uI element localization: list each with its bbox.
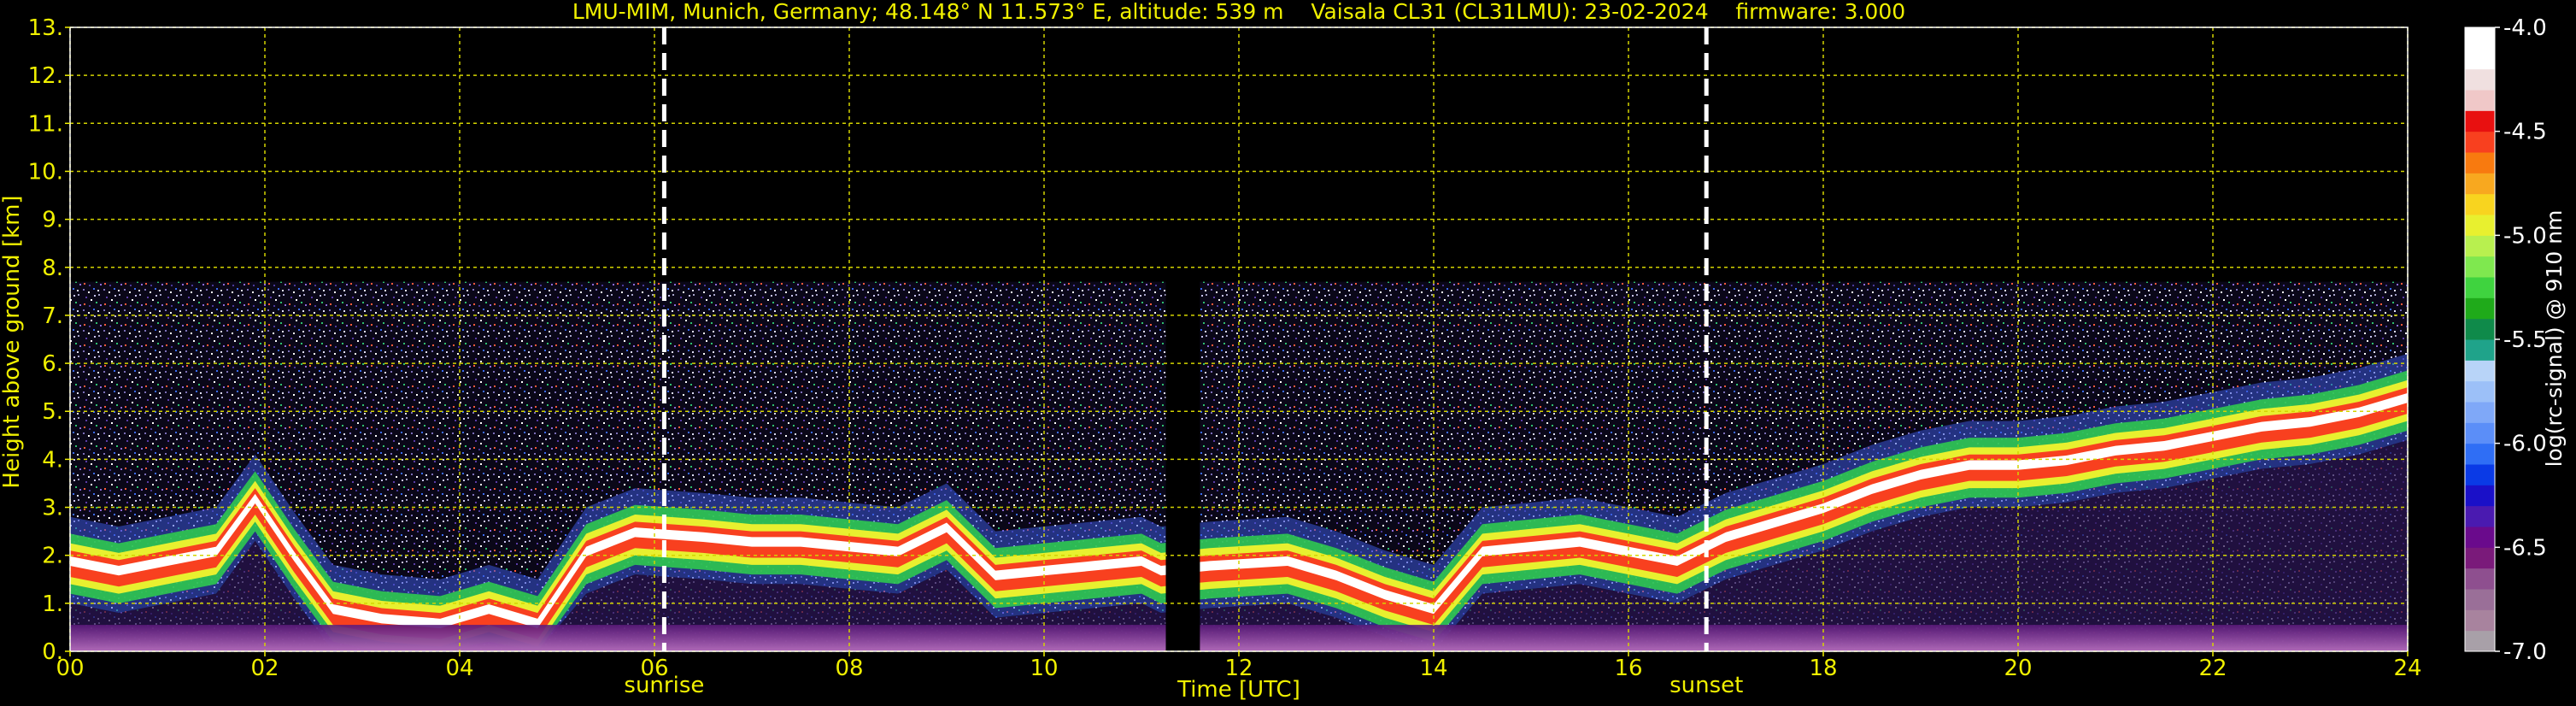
y-tick-label: 1. xyxy=(42,591,63,617)
x-axis-label: Time [UTC] xyxy=(1177,677,1300,703)
y-tick-label: 6. xyxy=(42,351,63,377)
colorbar-segment xyxy=(2465,68,2495,91)
axes: 00 02 04 06 08 10 12 14 16 18 20 22 24 0. 1. 2. 3. 4. 5. 6.… xyxy=(28,15,2422,681)
colorbar-segment xyxy=(2465,235,2495,257)
y-tick-label: 9. xyxy=(42,208,63,233)
x-tick-label: 00 xyxy=(56,656,84,681)
colorbar-segment xyxy=(2465,152,2495,174)
x-tick-label: 24 xyxy=(2393,656,2421,681)
x-tick-label: 20 xyxy=(2004,656,2032,681)
x-tick-label: 02 xyxy=(250,656,279,681)
colorbar-segment xyxy=(2465,27,2495,49)
x-tick-label: 12 xyxy=(1224,656,1253,681)
lower-boundary-layer xyxy=(70,439,2408,651)
x-tick-label: 10 xyxy=(1030,656,1058,681)
colorbar-segment xyxy=(2465,464,2495,485)
colorbar-segment xyxy=(2465,131,2495,153)
sunrise-label: sunrise xyxy=(624,673,704,698)
colorbar-segment xyxy=(2465,527,2495,548)
colorbar-segment xyxy=(2465,193,2495,215)
colorbar-segment xyxy=(2465,90,2495,111)
colorbar-tick-label: -4.0 xyxy=(2503,15,2547,41)
colorbar-segment xyxy=(2465,215,2495,236)
colorbar-tick-label: -6.5 xyxy=(2503,535,2547,561)
colorbar-segment xyxy=(2465,48,2495,70)
y-tick-label: 13. xyxy=(28,15,63,41)
colorbar-segment xyxy=(2465,630,2495,652)
colorbar-label: log(rc-signal) @ 910 nm xyxy=(2542,210,2567,468)
data-gap xyxy=(1165,27,1200,651)
x-tick-label: 04 xyxy=(445,656,473,681)
colorbar-tick-label: -6.0 xyxy=(2503,432,2547,457)
x-tick-label: 08 xyxy=(835,656,863,681)
y-tick-label: 7. xyxy=(42,303,63,329)
sun-markers: sunrise sunset xyxy=(624,27,1743,698)
colorbar-segment xyxy=(2465,297,2495,320)
y-tick-label: 2. xyxy=(42,544,63,569)
colorbar-segment xyxy=(2465,568,2495,590)
y-tick-label: 0. xyxy=(42,639,63,665)
sunset-label: sunset xyxy=(1669,673,1743,698)
colorbar-segment xyxy=(2465,360,2495,382)
y-tick-label: 3. xyxy=(42,496,63,521)
colorbar-tick-label: -4.5 xyxy=(2503,120,2547,145)
x-tick-label: 14 xyxy=(1419,656,1447,681)
colorbar-segment xyxy=(2465,589,2495,610)
colorbar-tick-label: -5.5 xyxy=(2503,327,2547,353)
colorbar-segment xyxy=(2465,256,2495,278)
colorbar-tick-label: -5.0 xyxy=(2503,223,2547,249)
colorbar-segment xyxy=(2465,318,2495,340)
y-axis-label: Height above ground [km] xyxy=(0,195,25,488)
colorbar-segment xyxy=(2465,277,2495,298)
y-tick-label: 11. xyxy=(28,111,63,137)
x-tick-label: 22 xyxy=(2198,656,2227,681)
chart-title: LMU-MIM, Munich, Germany; 48.148° N 11.5… xyxy=(572,0,1905,24)
y-tick-label: 4. xyxy=(42,447,63,473)
colorbar-segment xyxy=(2465,443,2495,465)
colorbar-segment xyxy=(2465,505,2495,527)
colorbar-segment xyxy=(2465,547,2495,569)
y-tick-label: 8. xyxy=(42,256,63,281)
colorbar-segment xyxy=(2465,173,2495,195)
colorbar-segment xyxy=(2465,485,2495,507)
colorbar: -4.0 -4.5 -5.0 -5.5 -6.0 -6.5 -7.0 xyxy=(2464,15,2547,665)
colorbar-tick-label: -7.0 xyxy=(2503,639,2547,665)
x-tick-label: 18 xyxy=(1809,656,1837,681)
colorbar-segment xyxy=(2465,339,2495,361)
colorbar-segment xyxy=(2465,609,2495,632)
colorbar-segment xyxy=(2465,402,2495,423)
colorbar-segment xyxy=(2465,380,2495,403)
colorbar-segment xyxy=(2465,110,2495,132)
y-tick-label: 12. xyxy=(28,63,63,89)
y-tick-label: 10. xyxy=(28,159,63,185)
x-tick-label: 06 xyxy=(640,656,668,681)
x-tick-label: 16 xyxy=(1614,656,1642,681)
colorbar-segment xyxy=(2465,422,2495,444)
y-tick-label: 5. xyxy=(42,399,63,425)
